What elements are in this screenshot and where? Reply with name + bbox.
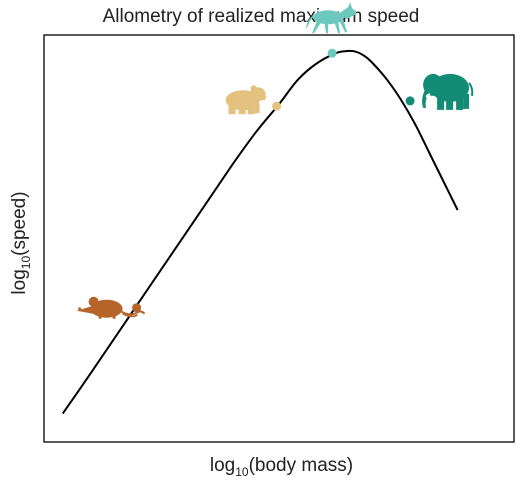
data-point-bear [272, 101, 282, 111]
x-axis-label: log10(body mass) [209, 455, 354, 479]
data-point-elephant [405, 96, 415, 106]
data-point-wolf [327, 48, 337, 58]
y-axis-label: log10(speed) [9, 191, 33, 295]
plot-frame [43, 34, 515, 443]
mouse-icon [76, 296, 146, 319]
data-point-mouse [132, 303, 142, 313]
speed-curve [61, 49, 459, 415]
wolf-icon [306, 2, 357, 34]
elephant-icon [422, 73, 474, 110]
bear-icon [225, 85, 267, 115]
